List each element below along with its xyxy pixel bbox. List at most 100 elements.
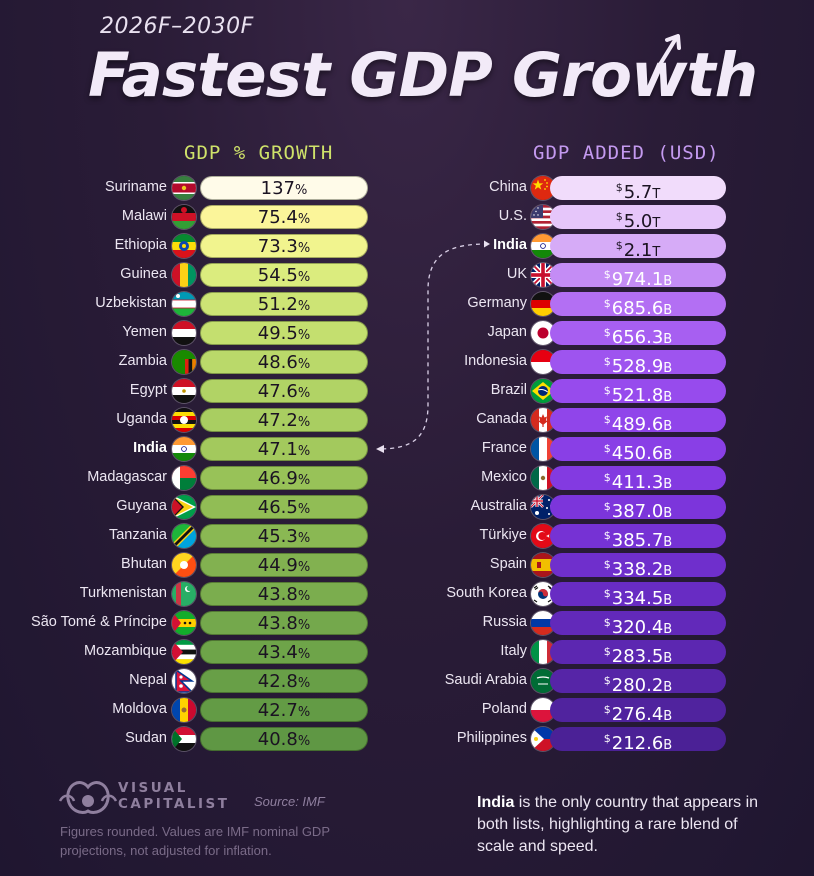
growth-bar: 46.9% [200,466,368,490]
bhutan-flag [172,553,196,577]
growth-value: 46.9 [257,468,298,489]
value-unit: B [663,303,673,318]
gdp-added-bar: $385.7B [550,524,726,551]
gdp-added-row: Philippines $212.6B [400,726,730,755]
gdp-added-row: Canada $489.6B [400,407,730,436]
country-label: Malawi [121,208,167,224]
growth-bar: 73.3% [200,234,368,258]
growth-bar: 44.9% [200,553,368,577]
gdp-added-value: 280.2 [611,675,664,696]
percent-sign: % [297,328,311,343]
growth-row: Mozambique 43.4% [0,639,370,668]
flag-icon [531,611,555,635]
country-label: Philippines [456,730,527,746]
growth-bar: 40.8% [200,727,368,751]
country-label: Madagascar [87,469,167,485]
percent-sign: % [297,560,311,575]
dollar-sign: $ [603,529,611,542]
gdp-added-bar: $212.6B [550,727,726,754]
flag-icon [531,292,555,316]
flag-icon [172,495,196,519]
country-label: India [133,440,167,456]
gdp-added-bar: $411.3B [550,466,726,493]
growth-row: Ethiopia 73.3% [0,233,370,262]
flag-icon [172,466,196,490]
country-label: Türkiye [479,527,527,543]
germany-flag [531,292,555,316]
country-label: Uganda [116,411,167,427]
sudan-flag [172,727,196,751]
value-unit: B [663,709,673,724]
flag-icon [531,234,555,258]
gdp-added-value: 334.5 [611,588,664,609]
flag-icon [531,698,555,722]
country-label: Japan [487,324,527,340]
growth-column-heading: GDP % GROWTH [184,142,334,164]
value-unit: B [663,564,673,579]
gdp-added-value: 212.6 [611,733,664,754]
country-label: Saudi Arabia [444,672,527,688]
guinea-flag [172,263,196,287]
dollar-sign: $ [603,732,611,745]
gdp-added-bar: $974.1B [550,263,726,290]
gdp-added-value: 5.7 [623,182,653,203]
gdp-added-bar: $283.5B [550,640,726,667]
egypt-flag [172,379,196,403]
flag-icon [531,553,555,577]
gdp-added-column-heading: GDP ADDED (USD) [533,142,720,164]
gdp-added-row: China $5.7T [400,175,730,204]
value-unit: B [663,390,673,405]
country-label: Sudan [125,730,167,746]
flag-icon [172,321,196,345]
suriname-flag [172,176,196,200]
country-label: U.S. [498,208,527,224]
guyana-flag [172,495,196,519]
dollar-sign: $ [603,326,611,339]
percent-sign: % [297,589,311,604]
flag-icon [172,263,196,287]
country-label: São Tomé & Príncipe [31,614,167,630]
country-label: Indonesia [464,353,527,369]
value-unit: B [663,477,673,492]
nepal-flag [172,669,196,693]
growth-bar: 47.6% [200,379,368,403]
flag-icon [172,379,196,403]
gdp-added-row: Saudi Arabia $280.2B [400,668,730,697]
growth-bar: 47.2% [200,408,368,432]
growth-row: Suriname 137% [0,175,370,204]
sao-tome-flag [172,611,196,635]
gdp-added-row: UK $974.1B [400,262,730,291]
growth-value: 73.3 [257,236,298,257]
percent-sign: % [297,299,311,314]
flag-icon [531,350,555,374]
growth-row: Guyana 46.5% [0,494,370,523]
growth-value: 51.2 [257,294,298,315]
gdp-added-bar: $387.0B [550,495,726,522]
percent-sign: % [297,444,311,459]
chart-subtitle: 2026F–2030F [100,14,254,39]
percent-sign: % [297,241,311,256]
gdp-added-bar: $5.7T [550,176,726,203]
growth-bar: 48.6% [200,350,368,374]
country-label: Canada [476,411,527,427]
gdp-added-row: Türkiye $385.7B [400,523,730,552]
gdp-added-bar: $276.4B [550,698,726,725]
growth-value: 40.8 [257,729,298,750]
growth-bar: 42.8% [200,669,368,693]
country-label: Russia [482,614,527,630]
malawi-flag [172,205,196,229]
value-unit: B [663,361,673,376]
india-note: India is the only country that appears i… [477,792,777,858]
gdp-added-row: Italy $283.5B [400,639,730,668]
ethiopia-flag [172,234,196,258]
gdp-added-value: 656.3 [611,327,664,348]
value-unit: B [663,419,673,434]
zambia-flag [172,350,196,374]
gdp-growth-chart: Suriname 137% Malawi 75.4% Ethiopia 73.3% Guin… [0,175,370,755]
value-unit: B [663,680,673,695]
growth-row: Uganda 47.2% [0,407,370,436]
dollar-sign: $ [603,558,611,571]
dollar-sign: $ [603,384,611,397]
country-label: Tanzania [108,527,167,543]
country-label: Guinea [120,266,167,282]
